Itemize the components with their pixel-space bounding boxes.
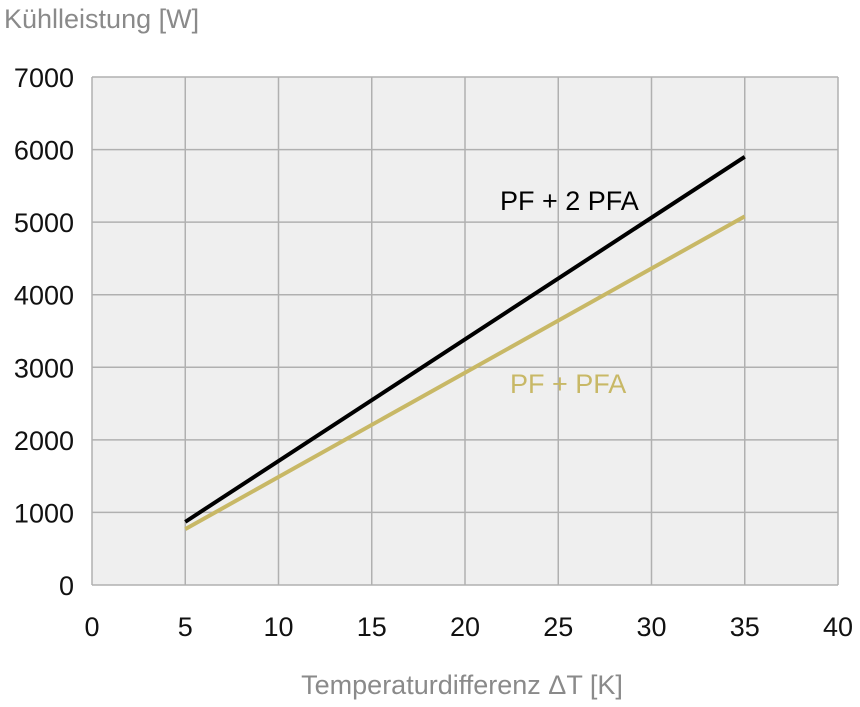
series-line-1 xyxy=(184,214,746,531)
x-tick-label: 30 xyxy=(636,612,666,642)
x-tick-label: 35 xyxy=(730,612,760,642)
series-lines xyxy=(184,155,746,531)
ticks: 0 5 10 15 20 25 30 35 40 0 1000 2000 3000 4000 5000 600… xyxy=(14,63,853,642)
y-tick-label: 5000 xyxy=(14,208,74,238)
x-tick-label: 25 xyxy=(543,612,573,642)
y-tick-label: 6000 xyxy=(14,136,74,166)
x-tick-label: 20 xyxy=(450,612,480,642)
x-tick-label: 10 xyxy=(263,612,293,642)
x-tick-label: 15 xyxy=(357,612,387,642)
grid xyxy=(91,76,839,586)
y-tick-label: 2000 xyxy=(14,426,74,456)
y-tick-label: 7000 xyxy=(14,63,74,93)
x-tick-label: 40 xyxy=(823,612,853,642)
y-tick-label: 0 xyxy=(59,571,74,601)
y-axis-label: Kühlleistung [W] xyxy=(4,4,199,34)
y-tick-label: 3000 xyxy=(14,353,74,383)
series-label-pf-2-pfa: PF + 2 PFA xyxy=(500,186,639,216)
y-tick-label: 1000 xyxy=(14,498,74,528)
y-tick-label: 4000 xyxy=(14,281,74,311)
series-label-pf-pfa: PF + PFA xyxy=(510,369,626,399)
x-axis-label: Temperaturdifferenz ΔT [K] xyxy=(301,670,623,700)
x-tick-label: 5 xyxy=(178,612,193,642)
x-tick-label: 0 xyxy=(84,612,99,642)
series-line-0 xyxy=(184,155,746,524)
